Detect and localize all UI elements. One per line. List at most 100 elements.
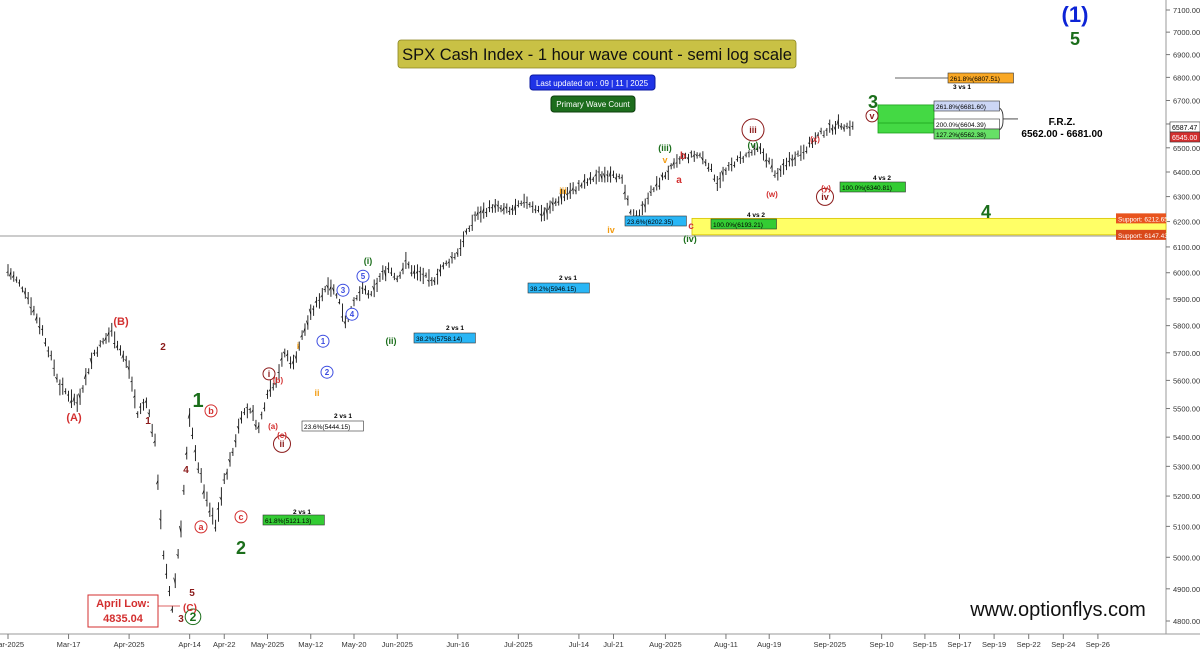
ohlc-open-tick	[848, 126, 851, 129]
ohlc-open-tick	[32, 309, 35, 313]
wave-label-ring	[234, 510, 248, 524]
x-tick-label: Sep-10	[870, 640, 894, 649]
wave-label-ring	[345, 307, 359, 321]
ohlc-open-tick	[784, 165, 787, 167]
x-tick-label: Apr-14	[178, 640, 201, 649]
ohlc-open-tick	[548, 204, 551, 211]
ratio-label: 4 vs 2	[873, 175, 891, 182]
ohlc-open-tick	[689, 152, 692, 154]
wave-label: 1	[321, 337, 326, 346]
fib-tag	[710, 218, 777, 230]
ohlc-open-tick	[591, 178, 594, 181]
primary-count-badge	[550, 95, 636, 113]
wave-label: c	[688, 221, 694, 232]
ohlc-open-tick	[770, 164, 773, 169]
ohlc-open-tick	[150, 431, 153, 434]
wave-label: 1	[145, 416, 151, 427]
ohlc-open-tick	[110, 330, 112, 332]
ohlc-open-tick	[323, 288, 326, 291]
ohlc-open-tick	[773, 174, 776, 176]
wave-label: (a)	[268, 422, 278, 431]
fib-label: 261.8%(6807.51)	[950, 76, 1000, 83]
ohlc-open-tick	[528, 203, 531, 206]
ohlc-open-tick	[262, 407, 265, 409]
x-tick-label: Sep-24	[1051, 640, 1075, 649]
wave-label: b	[208, 406, 214, 416]
ohlc-open-tick	[600, 173, 603, 180]
wave-label-ring	[273, 434, 291, 453]
ohlc-open-tick	[167, 590, 170, 592]
fib-tag	[413, 332, 476, 344]
ohlc-open-tick	[395, 278, 398, 281]
ohlc-open-tick	[703, 161, 707, 164]
ohlc-open-tick	[553, 200, 557, 204]
ohlc-open-tick	[352, 299, 355, 302]
wave-label: (y)	[821, 184, 831, 193]
ohlc-open-tick	[363, 288, 366, 291]
x-tick-label: Sep-19	[982, 640, 1006, 649]
ohlc-open-tick	[271, 387, 274, 389]
ohlc-open-tick	[571, 187, 574, 192]
wave-label: iv	[607, 225, 615, 235]
ohlc-open-tick	[692, 154, 695, 158]
wave-label: v	[869, 111, 874, 121]
ohlc-open-tick	[130, 380, 133, 383]
ohlc-open-tick	[274, 382, 277, 386]
wave-label-ring	[816, 187, 834, 206]
ohlc-open-tick	[98, 344, 101, 346]
ohlc-open-tick	[539, 213, 542, 217]
wave-label: 3	[868, 92, 878, 112]
frz-zone	[877, 104, 935, 134]
wave-label-ring	[741, 118, 765, 142]
ohlc-open-tick	[236, 425, 239, 430]
wave-label: c	[238, 512, 243, 522]
x-tick-label: May-12	[298, 640, 323, 649]
wave-label: ii	[314, 388, 319, 398]
ratio-label: 2 vs 1	[559, 275, 577, 282]
ohlc-open-tick	[412, 269, 415, 275]
ohlc-open-tick	[585, 181, 588, 184]
ohlc-open-tick	[712, 178, 715, 180]
ohlc-open-tick	[499, 207, 502, 210]
y-tick-label: 6400.00	[1173, 168, 1200, 177]
y-tick-label: 5800.00	[1173, 322, 1200, 331]
wave-label: (iv)	[683, 234, 697, 244]
wave-label: 4	[981, 202, 991, 222]
fib-tag	[839, 181, 906, 193]
ohlc-open-tick	[568, 189, 571, 195]
fib-label: 127.2%(6562.38)	[936, 132, 986, 139]
ratio-label: 4 vs 2	[747, 212, 765, 219]
wave-label: (iii)	[658, 143, 672, 153]
ohlc-open-tick	[133, 395, 136, 398]
ratio-label: 2 vs 1	[293, 509, 311, 516]
ohlc-open-tick	[559, 192, 562, 201]
support-zone	[691, 217, 1167, 236]
ohlc-open-tick	[300, 334, 303, 338]
ohlc-open-tick	[127, 365, 130, 371]
ohlc-open-tick	[37, 325, 40, 329]
fib-label: 38.2%(5758.14)	[416, 336, 462, 343]
ohlc-open-tick	[242, 411, 245, 414]
ohlc-open-tick	[628, 210, 632, 214]
ohlc-open-tick	[280, 357, 283, 361]
y-tick-label: 7000.00	[1173, 28, 1200, 37]
x-tick-label: Sep-22	[1017, 640, 1041, 649]
ohlc-open-tick	[799, 154, 802, 156]
ohlc-open-tick	[484, 211, 487, 214]
ohlc-open-tick	[216, 507, 219, 510]
ohlc-open-tick	[124, 359, 127, 362]
x-tick-label: Aug-11	[714, 640, 738, 649]
ohlc-open-tick	[698, 154, 701, 157]
wave-label: i	[268, 369, 271, 379]
ohlc-open-tick	[686, 157, 689, 160]
ohlc-open-tick	[819, 130, 822, 133]
ohlc-open-tick	[392, 276, 395, 278]
ohlc-open-tick	[496, 204, 499, 207]
y-tick-label: 5200.00	[1173, 492, 1200, 501]
ohlc-open-tick	[531, 205, 533, 208]
ohlc-open-tick	[69, 399, 72, 404]
ohlc-open-tick	[153, 440, 156, 444]
price-flag	[1169, 131, 1200, 143]
wave-label: 5	[361, 272, 366, 281]
ohlc-open-tick	[92, 352, 95, 354]
